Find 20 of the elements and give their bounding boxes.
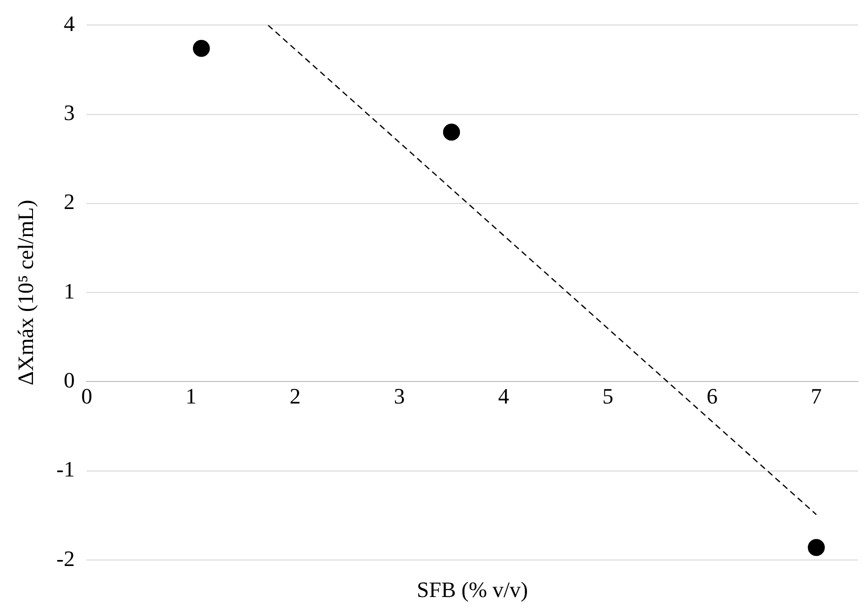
y-tick-label: -2 (56, 546, 75, 571)
y-tick-label: 2 (64, 189, 75, 214)
y-axis-title: ΔXmáx (10⁵ cel/mL) (12, 200, 38, 386)
x-tick-label: 0 (81, 384, 92, 409)
point (443, 124, 460, 141)
point (192, 40, 210, 57)
x-tick-label: 4 (498, 384, 510, 409)
x-tick-label: 3 (394, 384, 405, 409)
y-tick-label: 0 (64, 368, 75, 393)
point (808, 539, 825, 556)
x-tick-label: 1 (185, 384, 196, 409)
x-axis-title: SFB (% v/v) (416, 576, 528, 602)
x-tick-label: 6 (706, 384, 718, 409)
x-tick-label: 7 (810, 384, 822, 409)
x-tick-label: 2 (290, 384, 301, 409)
y-tick-label: -1 (56, 456, 75, 482)
x-tick-label: 5 (602, 384, 614, 409)
y-tick-label: 3 (64, 100, 75, 126)
y-tick-label: 1 (64, 278, 75, 304)
y-tick-label: 4 (64, 10, 75, 36)
